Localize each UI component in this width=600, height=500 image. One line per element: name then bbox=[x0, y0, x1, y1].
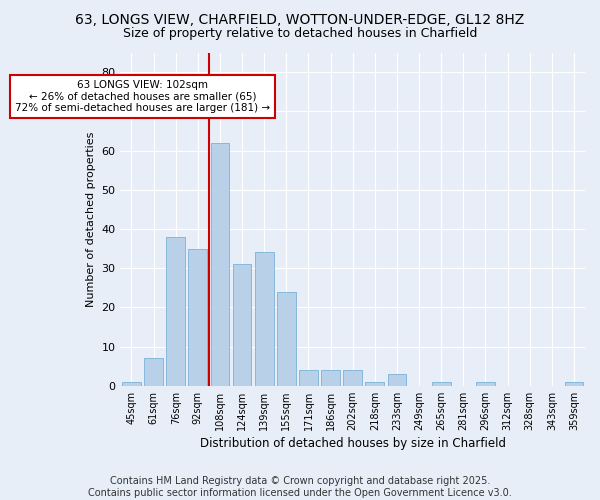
Bar bbox=[122, 382, 141, 386]
Bar bbox=[565, 382, 583, 386]
Text: Size of property relative to detached houses in Charfield: Size of property relative to detached ho… bbox=[123, 28, 477, 40]
Bar bbox=[388, 374, 406, 386]
Bar bbox=[432, 382, 451, 386]
Bar bbox=[233, 264, 251, 386]
Bar bbox=[188, 248, 207, 386]
Y-axis label: Number of detached properties: Number of detached properties bbox=[86, 132, 96, 307]
Bar bbox=[255, 252, 274, 386]
Bar bbox=[476, 382, 495, 386]
X-axis label: Distribution of detached houses by size in Charfield: Distribution of detached houses by size … bbox=[200, 437, 506, 450]
Text: Contains HM Land Registry data © Crown copyright and database right 2025.
Contai: Contains HM Land Registry data © Crown c… bbox=[88, 476, 512, 498]
Text: 63 LONGS VIEW: 102sqm
← 26% of detached houses are smaller (65)
72% of semi-deta: 63 LONGS VIEW: 102sqm ← 26% of detached … bbox=[15, 80, 270, 113]
Bar bbox=[365, 382, 384, 386]
Bar bbox=[343, 370, 362, 386]
Bar bbox=[144, 358, 163, 386]
Bar bbox=[277, 292, 296, 386]
Bar bbox=[321, 370, 340, 386]
Bar bbox=[299, 370, 318, 386]
Text: 63, LONGS VIEW, CHARFIELD, WOTTON-UNDER-EDGE, GL12 8HZ: 63, LONGS VIEW, CHARFIELD, WOTTON-UNDER-… bbox=[76, 12, 524, 26]
Bar bbox=[211, 142, 229, 386]
Bar bbox=[166, 237, 185, 386]
